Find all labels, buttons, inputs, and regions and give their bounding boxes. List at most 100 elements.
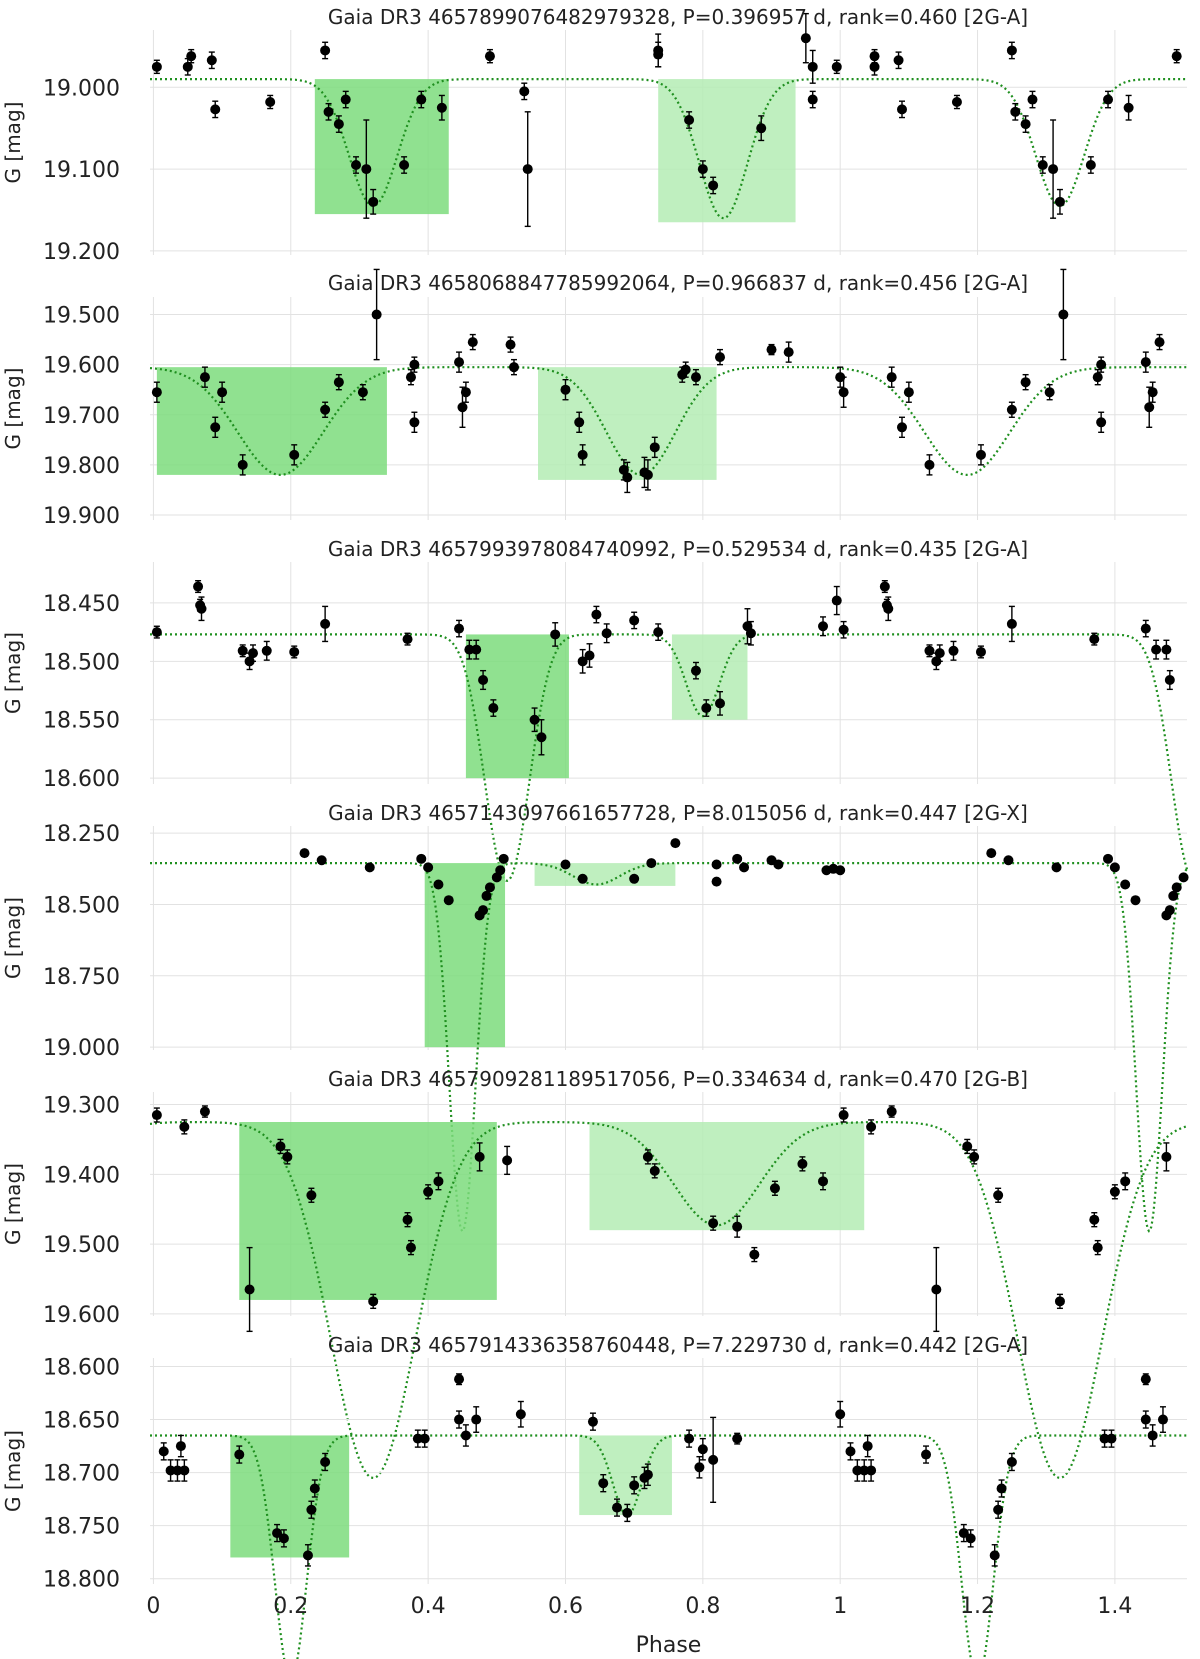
data-marker — [807, 94, 818, 105]
data-point — [244, 1246, 255, 1333]
data-marker — [151, 61, 162, 72]
data-marker — [962, 1141, 973, 1152]
data-point — [866, 1459, 877, 1482]
data-marker — [653, 627, 664, 638]
data-point — [1120, 879, 1131, 890]
data-marker — [402, 1214, 413, 1225]
data-marker — [488, 703, 499, 714]
data-point — [715, 348, 726, 366]
x-tick-label: 1 — [833, 1594, 847, 1619]
data-marker — [454, 1414, 465, 1425]
data-marker — [697, 1444, 708, 1455]
data-marker — [498, 853, 509, 864]
data-point — [1048, 119, 1059, 219]
data-point — [1096, 411, 1107, 434]
data-point — [478, 669, 489, 691]
data-point — [708, 1416, 719, 1504]
data-marker — [1044, 387, 1055, 398]
data-point — [684, 1429, 695, 1448]
data-point — [742, 608, 753, 645]
data-point — [924, 644, 935, 658]
data-point — [869, 48, 880, 64]
data-point — [206, 51, 217, 70]
x-tick-label: 1.4 — [1097, 1594, 1132, 1619]
data-point — [278, 1529, 289, 1548]
data-marker — [423, 1186, 434, 1197]
data-marker — [618, 464, 629, 475]
data-marker — [1109, 862, 1120, 873]
data-marker — [179, 1465, 190, 1476]
data-point — [577, 648, 588, 674]
data-point — [433, 1172, 444, 1191]
data-point — [333, 373, 344, 391]
data-marker — [244, 1284, 255, 1295]
data-point — [460, 381, 471, 403]
data-marker — [196, 603, 207, 614]
data-point — [838, 1107, 849, 1123]
y-tick-label: 19.500 — [43, 1233, 120, 1258]
data-marker — [151, 627, 162, 638]
data-point — [1103, 90, 1114, 109]
data-point — [818, 1172, 829, 1191]
data-marker — [684, 1433, 695, 1444]
data-marker — [261, 645, 272, 656]
data-point — [1171, 882, 1182, 893]
data-marker — [989, 1550, 1000, 1561]
data-point — [642, 459, 653, 491]
data-marker — [306, 1190, 317, 1201]
data-point — [217, 381, 228, 403]
data-marker — [818, 1176, 829, 1187]
data-point — [574, 411, 585, 434]
data-point — [1161, 639, 1172, 660]
data-point — [478, 905, 489, 916]
data-point — [1089, 632, 1100, 646]
data-marker — [1048, 164, 1059, 175]
data-point — [807, 49, 818, 84]
data-marker — [495, 865, 506, 876]
data-point — [1006, 1452, 1017, 1472]
data-marker — [732, 853, 743, 864]
data-marker — [333, 119, 344, 130]
data-point — [694, 1455, 705, 1479]
data-point — [193, 579, 204, 594]
data-point — [199, 366, 210, 388]
data-marker — [1092, 372, 1103, 383]
data-point — [697, 1437, 708, 1461]
data-point — [368, 1293, 379, 1310]
data-point — [862, 1434, 873, 1458]
data-point — [488, 699, 499, 717]
data-marker — [831, 61, 842, 72]
y-tick-label: 19.200 — [43, 240, 120, 265]
data-point — [577, 444, 588, 466]
data-point — [1109, 1184, 1120, 1200]
data-marker — [368, 1296, 379, 1307]
data-marker — [629, 615, 640, 626]
data-marker — [199, 372, 210, 383]
data-point — [302, 1544, 313, 1567]
data-marker — [151, 387, 162, 398]
data-point — [969, 1149, 980, 1165]
data-marker — [749, 1249, 760, 1260]
data-marker — [405, 372, 416, 383]
data-point — [835, 1400, 846, 1428]
data-point — [536, 719, 547, 756]
data-point — [649, 436, 660, 459]
y-axis-label: G [mag] — [1, 102, 25, 184]
data-marker — [883, 603, 894, 614]
data-point — [361, 119, 372, 219]
data-point — [1157, 1406, 1168, 1433]
data-point — [1085, 156, 1096, 174]
data-point — [1058, 268, 1069, 361]
data-point — [405, 368, 416, 386]
data-marker — [505, 339, 516, 350]
data-marker — [1147, 1430, 1158, 1441]
data-point — [351, 156, 362, 174]
data-point — [436, 94, 447, 121]
data-point — [237, 454, 248, 476]
data-marker — [175, 1441, 186, 1452]
data-marker — [773, 859, 784, 870]
data-marker — [244, 656, 255, 667]
data-point — [934, 644, 945, 663]
data-marker — [1006, 1456, 1017, 1467]
data-point — [670, 838, 681, 849]
